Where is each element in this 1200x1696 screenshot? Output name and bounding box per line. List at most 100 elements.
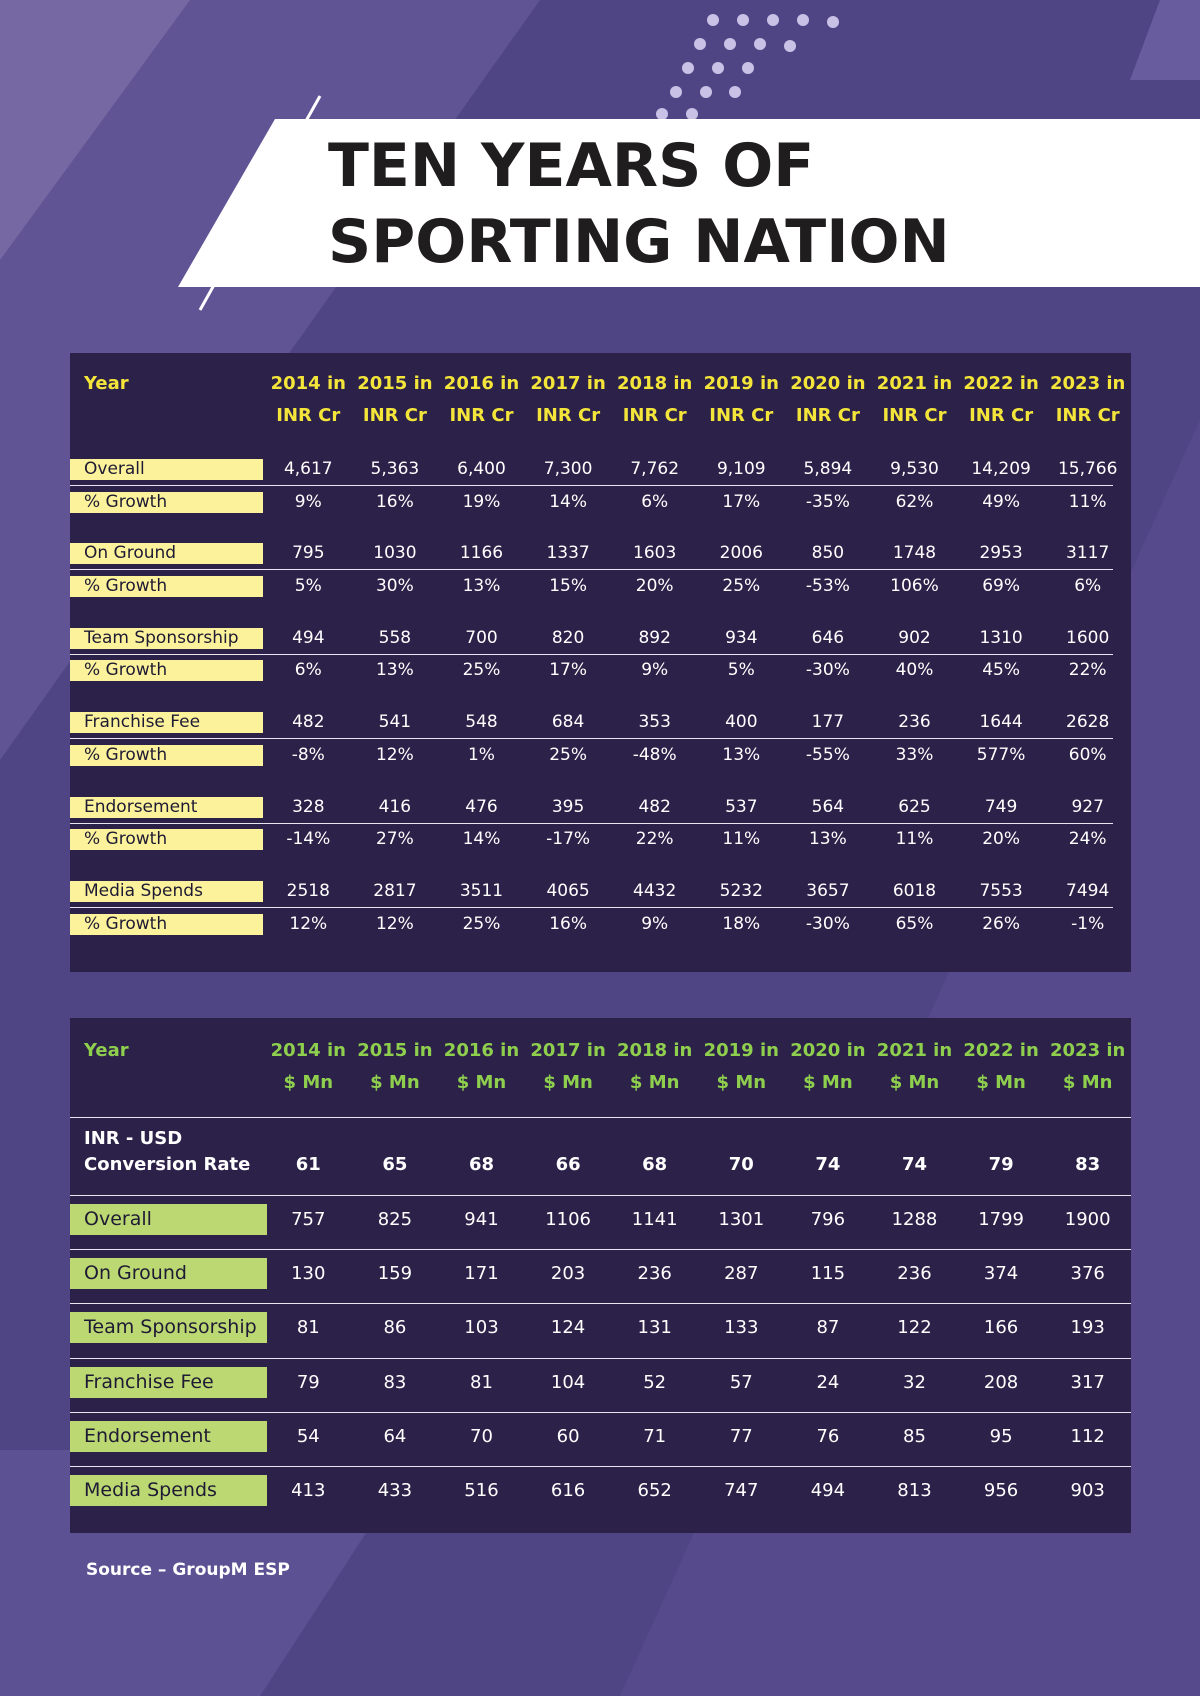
value-cell: -35% xyxy=(805,491,850,512)
value-cell: 122 xyxy=(897,1317,932,1339)
value-cell: 5232 xyxy=(719,881,763,901)
value-cell: 40% xyxy=(895,660,934,681)
value-cell: 159 xyxy=(377,1263,413,1285)
value-cell: 60% xyxy=(1068,744,1107,765)
value-cell: 820 xyxy=(551,627,585,648)
header-label: Year xyxy=(84,373,129,394)
value-cell: 71 xyxy=(643,1425,667,1447)
value-cell: 87 xyxy=(816,1317,840,1339)
value-cell: 796 xyxy=(810,1209,846,1230)
header-cell: 2021 in $ Mn xyxy=(876,1040,953,1093)
row-label: Media Spends xyxy=(70,881,263,902)
row-rule xyxy=(70,822,1113,824)
row-rule xyxy=(70,1117,1131,1118)
value-cell: 1106 xyxy=(545,1209,591,1230)
value-cell: 892 xyxy=(638,627,671,648)
value-cell: 927 xyxy=(1071,796,1104,817)
value-cell: 11% xyxy=(722,829,761,850)
row-label: On Ground xyxy=(70,1258,267,1290)
value-cell: 400 xyxy=(725,712,758,733)
value-cell: -1% xyxy=(1071,913,1105,934)
value-cell: 74 xyxy=(815,1154,841,1175)
value-cell: 1644 xyxy=(979,712,1023,733)
value-cell: 4432 xyxy=(633,881,677,901)
value-cell: 541 xyxy=(378,712,412,733)
value-cell: 482 xyxy=(292,712,325,733)
row-label: On Ground xyxy=(70,543,263,565)
value-cell: 416 xyxy=(378,796,412,817)
row-label: % Growth xyxy=(70,744,263,766)
value-cell: 374 xyxy=(983,1263,1019,1285)
value-cell: 6% xyxy=(294,660,322,681)
row-label: % Growth xyxy=(70,829,263,851)
value-cell: 20% xyxy=(635,575,674,596)
value-cell: 813 xyxy=(897,1480,932,1501)
value-cell: 70 xyxy=(470,1425,493,1447)
value-cell: 2953 xyxy=(979,543,1023,564)
header-cell: 2016 in $ Mn xyxy=(443,1040,520,1093)
source: Source – GroupM ESP xyxy=(86,1560,290,1580)
value-cell: 22% xyxy=(1068,660,1107,681)
value-cell: 1337 xyxy=(546,543,590,564)
header-label: Year xyxy=(84,1040,129,1061)
value-cell: 11% xyxy=(895,829,934,850)
value-cell: 12% xyxy=(375,913,414,934)
value-cell: 2628 xyxy=(1066,712,1110,733)
header-cell: 2023 in $ Mn xyxy=(1050,1040,1126,1093)
value-cell: 13% xyxy=(462,575,501,596)
value-cell: 5,363 xyxy=(370,459,420,479)
value-cell: -30% xyxy=(805,913,850,934)
value-cell: -55% xyxy=(805,744,850,765)
value-cell: -14% xyxy=(286,829,331,850)
value-cell: 2518 xyxy=(286,881,330,901)
value-cell: -48% xyxy=(632,744,677,765)
value-cell: 652 xyxy=(637,1480,672,1501)
row-label: % Growth xyxy=(70,660,263,682)
row-label: Team Sponsorship xyxy=(70,1312,267,1344)
value-cell: 646 xyxy=(811,627,845,648)
value-cell: 3117 xyxy=(1066,543,1110,564)
header-cell: 2015 in INR Cr xyxy=(357,373,433,426)
row-label: Media Spends xyxy=(70,1475,267,1506)
value-cell: 68 xyxy=(642,1154,668,1175)
header-cell: 2017 in $ Mn xyxy=(530,1040,606,1093)
value-cell: 45% xyxy=(982,660,1020,681)
row-rule xyxy=(70,485,1113,486)
value-cell: 14% xyxy=(462,829,501,850)
value-cell: 1166 xyxy=(459,543,504,564)
value-cell: 287 xyxy=(724,1263,759,1285)
value-cell: 476 xyxy=(465,796,498,817)
stripe xyxy=(0,0,190,260)
value-cell: 61 xyxy=(295,1154,321,1175)
value-cell: 131 xyxy=(637,1317,672,1339)
row-label: % Growth xyxy=(70,575,263,597)
header-cell: 2022 in $ Mn xyxy=(963,1040,1039,1093)
value-cell: 203 xyxy=(550,1263,586,1285)
value-cell: 9,109 xyxy=(716,459,766,479)
title-banner xyxy=(178,119,1200,287)
value-cell: 749 xyxy=(984,796,1018,817)
header-cell: 2019 in INR Cr xyxy=(703,373,779,426)
value-cell: 757 xyxy=(291,1209,326,1230)
value-cell: 25% xyxy=(722,575,761,596)
value-cell: 18% xyxy=(722,913,761,934)
value-cell: 684 xyxy=(551,712,585,733)
header-cell: 2019 in $ Mn xyxy=(703,1040,779,1093)
value-cell: 9% xyxy=(641,913,669,934)
value-cell: 1799 xyxy=(978,1209,1024,1230)
value-cell: 66 xyxy=(555,1154,581,1175)
value-cell: 616 xyxy=(550,1480,586,1501)
value-cell: 413 xyxy=(291,1480,326,1501)
value-cell: 12% xyxy=(375,744,414,765)
value-cell: 166 xyxy=(983,1317,1019,1339)
value-cell: 106% xyxy=(890,575,939,596)
value-cell: 236 xyxy=(897,1263,932,1285)
value-cell: 902 xyxy=(898,627,931,648)
header-cell: 2018 in $ Mn xyxy=(617,1040,693,1093)
value-cell: 20% xyxy=(982,829,1020,850)
value-cell: 33% xyxy=(895,744,934,765)
value-cell: 86 xyxy=(383,1317,407,1339)
value-cell: 130 xyxy=(291,1263,326,1285)
value-cell: 795 xyxy=(292,543,325,564)
row-rule xyxy=(70,1303,1131,1305)
